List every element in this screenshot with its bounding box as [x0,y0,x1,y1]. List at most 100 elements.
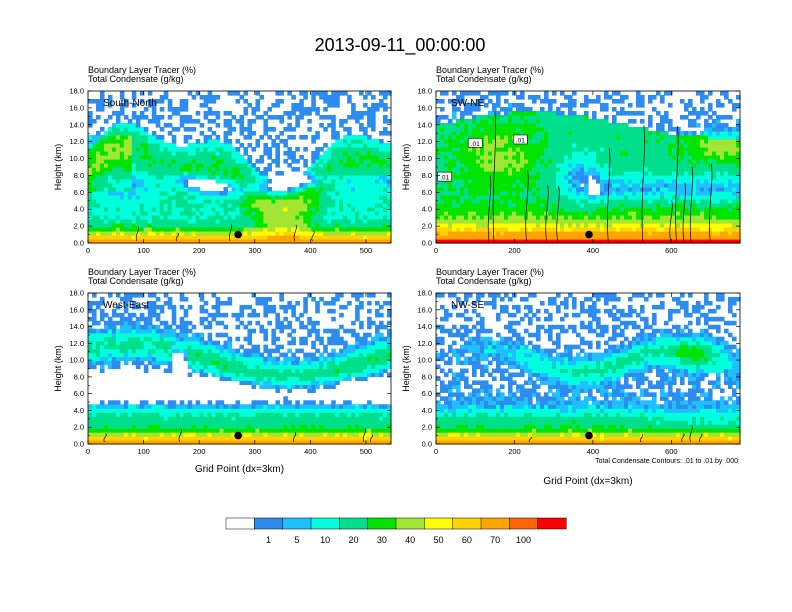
field-cell [628,235,633,240]
field-cell [540,239,545,244]
field-cell [612,183,617,188]
field-cell [584,111,589,116]
field-cell [560,179,565,184]
field-cell [127,143,133,148]
field-cell [584,159,589,164]
field-cell [652,235,657,240]
field-cell [556,191,561,196]
field-cell [560,227,565,232]
field-cell [560,235,565,240]
field-cell [203,115,209,120]
field-cell [191,203,197,208]
field-cell [111,207,117,212]
field-cell [696,219,701,224]
field-cell [536,175,541,180]
field-cell [540,107,545,112]
field-cell [263,123,269,128]
field-cell [163,239,169,244]
field-cell [696,91,701,96]
field-cell [351,239,356,244]
field-cell [275,223,280,228]
field-cell [732,147,737,152]
field-cell [484,227,489,232]
field-cell [536,215,541,220]
field-cell [544,187,549,192]
field-cell [163,195,169,200]
field-cell [183,147,189,152]
field-cell [319,235,324,240]
field-cell [187,227,193,232]
field-cell [668,91,673,96]
field-cell [624,155,629,160]
field-cell [548,99,553,104]
field-cell [103,187,109,192]
field-cell [239,187,245,192]
field-cell [448,155,453,160]
field-cell [736,191,741,196]
field-cell [720,103,725,108]
field-cell [512,211,517,216]
field-cell [596,95,601,100]
field-cell [572,127,577,132]
field-cell [339,191,344,196]
field-cell [259,199,265,204]
field-cell [143,199,149,204]
field-cell [187,199,193,204]
field-cell [660,227,665,232]
field-cell [163,175,169,180]
field-cell [452,199,457,204]
field-cell [327,199,332,204]
field-cell [191,175,197,180]
field-cell [636,199,641,204]
field-cell [88,179,93,184]
field-cell [371,123,376,128]
field-cell [267,115,272,120]
field-cell [636,111,641,116]
field-cell [456,163,461,168]
field-cell [652,187,657,192]
field-cell [187,219,193,224]
field-cell [95,107,101,112]
field-cell [243,227,249,232]
field-cell [203,155,209,160]
field-cell [115,191,121,196]
field-cell [347,179,352,184]
field-cell [596,143,601,148]
field-cell [732,175,737,180]
field-cell [347,175,352,180]
field-cell [367,239,372,244]
field-cell [556,175,561,180]
y-tick-label: 4.0 [422,205,432,214]
field-cell [584,95,589,100]
field-cell [484,115,489,120]
field-cell [688,123,693,128]
field-cell [624,147,629,152]
field-cell [243,171,249,176]
field-cell [704,111,709,116]
field-cell [143,239,149,244]
field-cell [448,183,453,188]
field-cell [231,223,237,228]
field-cell [279,139,284,144]
field-cell [484,207,489,212]
field-cell [88,344,93,350]
field-cell [512,171,517,176]
field-cell [379,155,384,160]
field-cell [183,99,189,104]
field-cell [556,179,561,184]
field-cell [580,223,585,228]
field-cell [263,171,269,176]
field-cell [251,227,257,232]
field-cell [564,239,569,244]
field-cell [500,143,505,148]
field-cell [664,163,669,168]
field-cell [127,163,133,168]
field-cell [271,199,276,204]
field-cell [600,227,605,232]
field-cell [696,211,701,216]
field-cell [604,91,609,96]
field-cell [247,187,253,192]
field-cell [207,159,213,164]
field-cell [131,103,137,108]
y-tick-label: 10.0 [417,154,432,163]
